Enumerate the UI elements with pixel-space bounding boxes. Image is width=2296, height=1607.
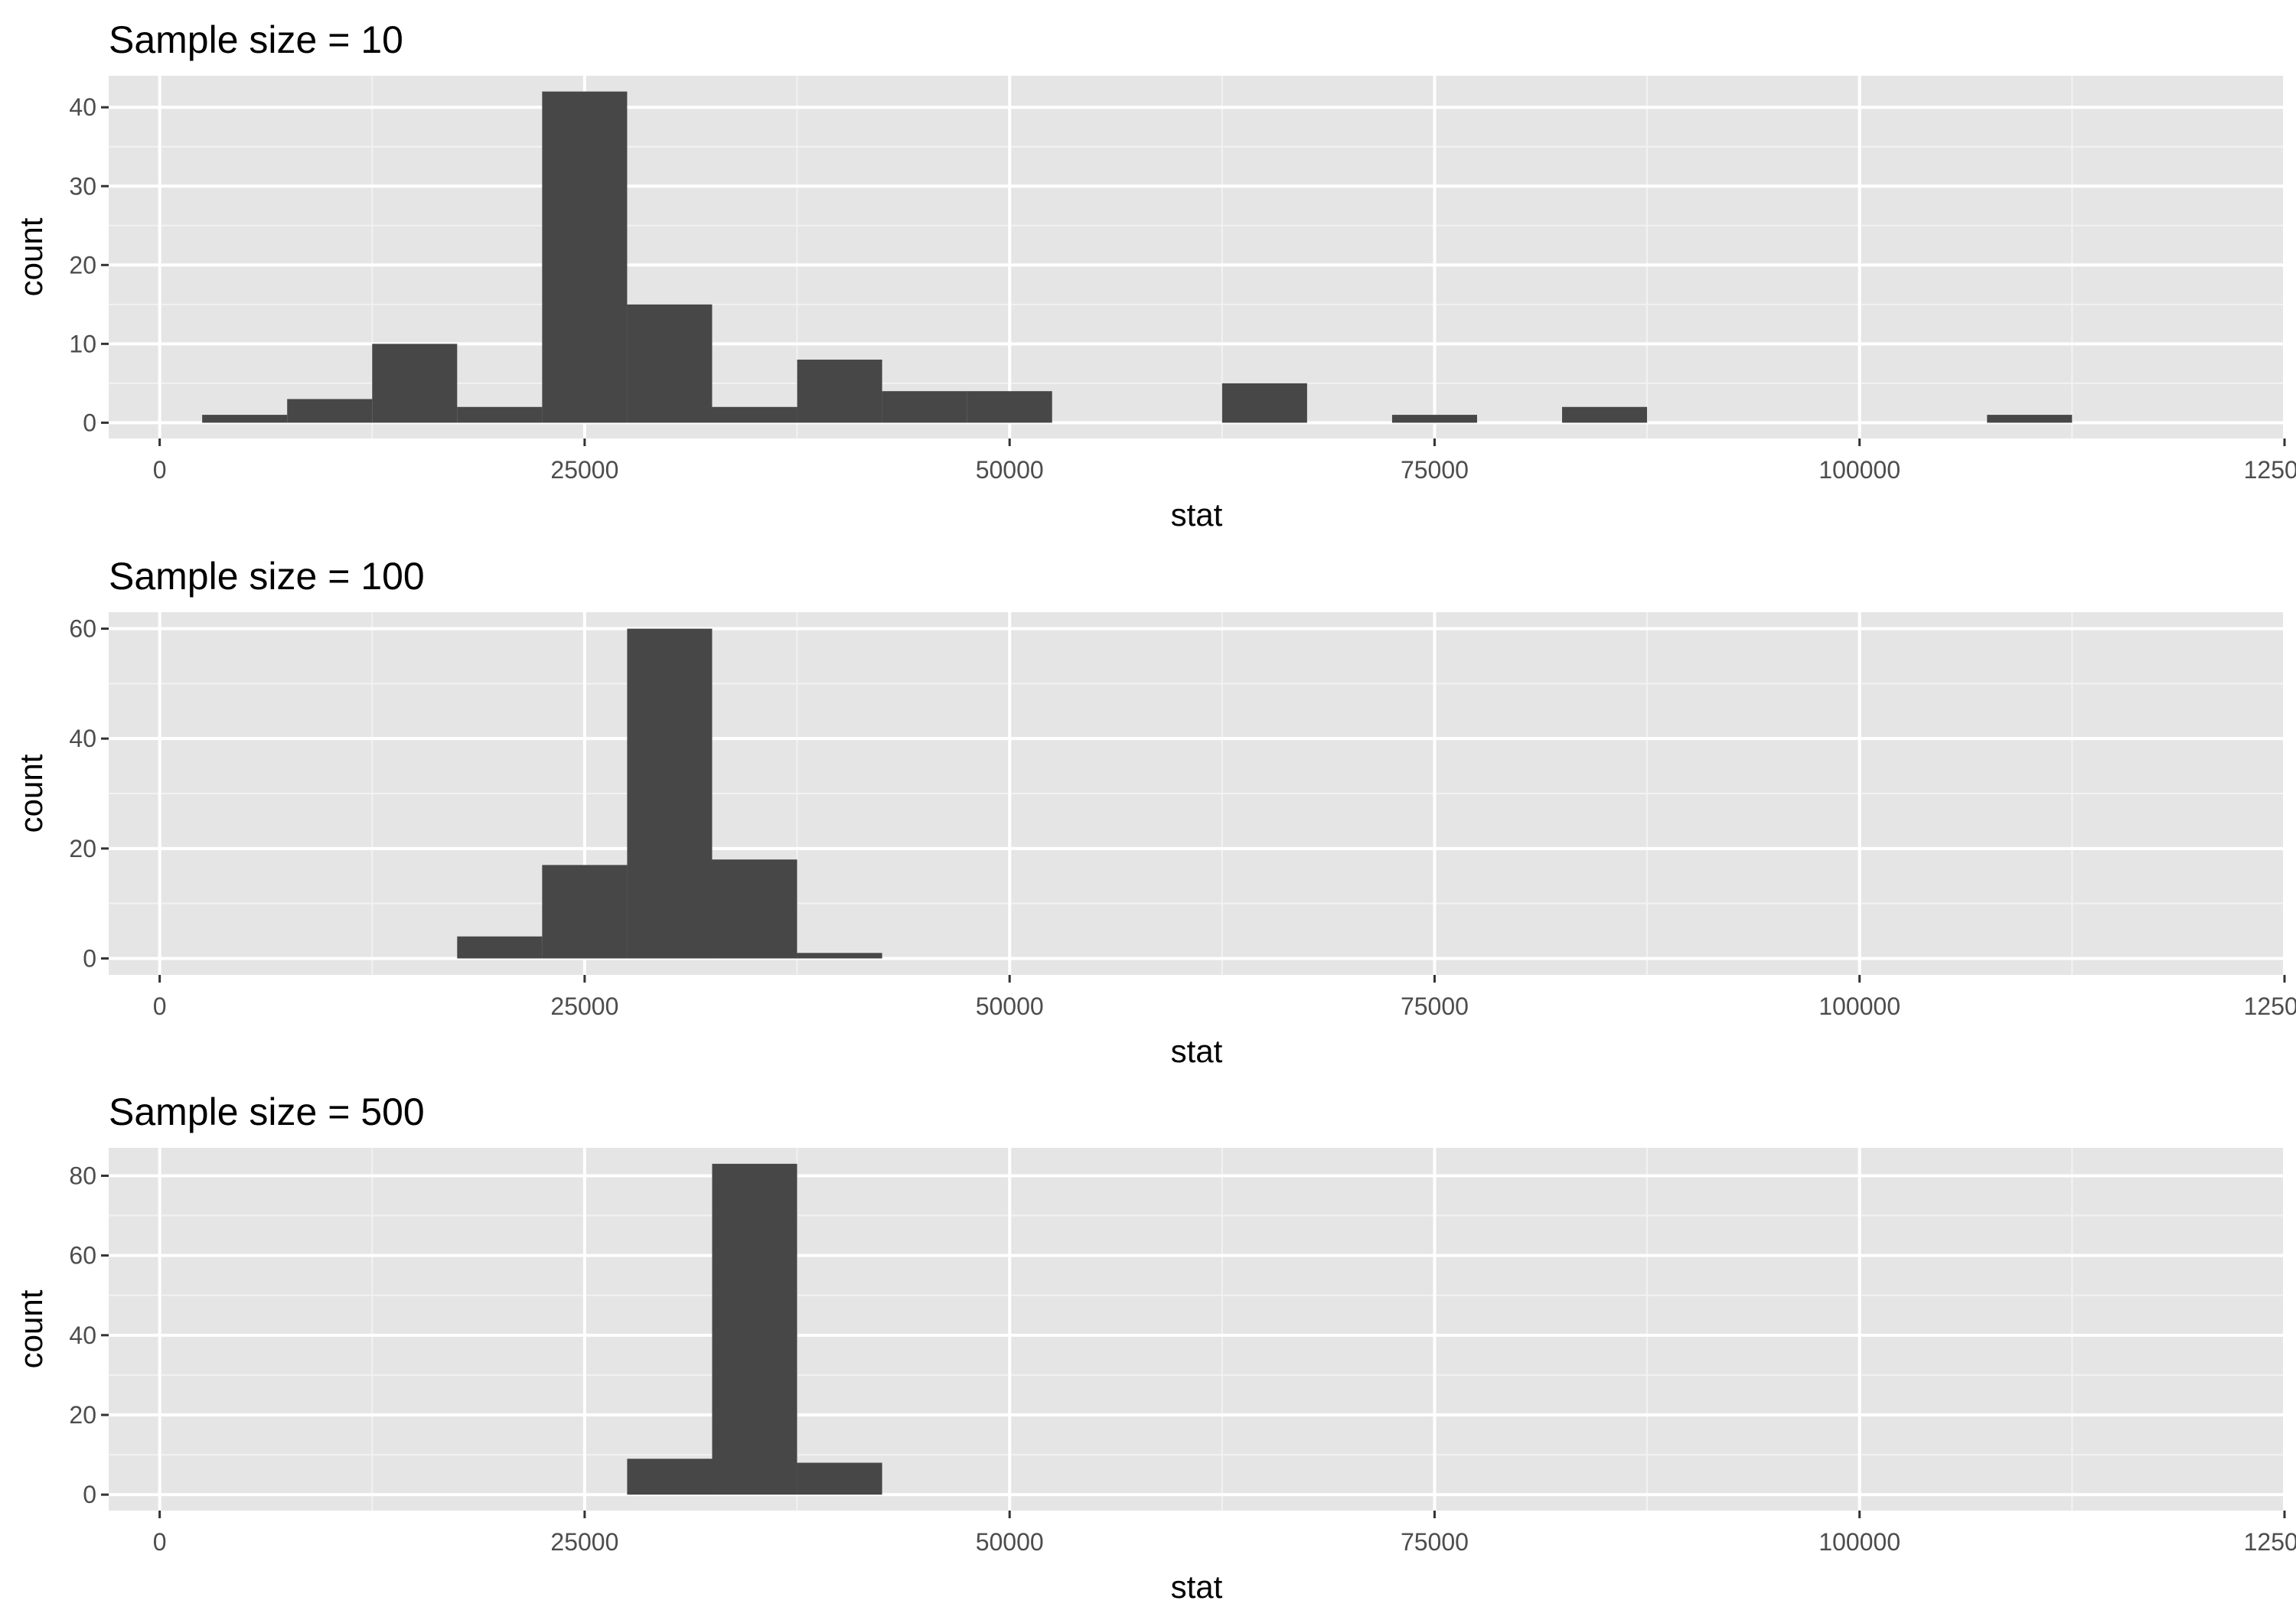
histogram-bar [712,1163,797,1495]
y-tick-label: 0 [83,1481,96,1508]
histogram-bar [457,936,543,959]
histogram-bar [882,391,967,423]
histogram-bar [797,953,882,959]
x-tick-label: 75000 [1401,1528,1469,1556]
histogram-bar [1391,415,1477,423]
x-tick-label: 0 [153,456,167,484]
y-axis-title: count [13,754,49,833]
y-tick-label: 10 [69,330,96,357]
panel-title: Sample size = 100 [109,555,425,598]
histogram-bar [542,865,628,959]
panel-title: Sample size = 10 [109,18,403,61]
y-tick-label: 60 [69,615,96,643]
histogram-bar [202,415,288,423]
histogram-bar [627,304,713,423]
x-tick-label: 125000 [2244,1528,2296,1556]
panel-title: Sample size = 500 [109,1090,425,1133]
y-tick-label: 40 [69,1322,96,1349]
x-tick-label: 25000 [550,1528,618,1556]
y-tick-label: 20 [69,1401,96,1429]
histogram-bar [287,399,373,423]
plot-background [109,1148,2285,1511]
x-tick-label: 100000 [1818,993,1900,1020]
x-axis-title: stat [1171,1033,1223,1069]
x-axis-title: stat [1171,1569,1223,1605]
histogram-bar [372,344,458,423]
x-tick-label: 125000 [2244,993,2296,1020]
y-tick-label: 30 [69,172,96,200]
y-tick-label: 40 [69,93,96,121]
y-tick-label: 0 [83,409,96,436]
x-tick-label: 125000 [2244,456,2296,484]
panel-2: Sample size = 100 0 20 40 60 0 25000 50000 75000… [13,555,2296,1069]
histogram-bar [627,1459,713,1495]
x-tick-label: 75000 [1401,456,1469,484]
y-tick-label: 60 [69,1242,96,1270]
y-axis-title: count [13,217,49,296]
histogram-bar [797,359,882,423]
histogram-bar [1562,406,1648,423]
x-tick-label: 50000 [976,1528,1044,1556]
x-tick-label: 100000 [1818,456,1900,484]
histogram-bar [457,406,543,423]
histogram-bar [1987,415,2073,423]
y-tick-label: 0 [83,944,96,972]
histogram-bar [1221,383,1307,423]
histogram-bar [967,391,1052,423]
x-tick-label: 0 [153,993,167,1020]
histogram-bar [712,859,797,959]
panel-3: Sample size = 500 0 20 40 60 80 0 25000 50000 750… [13,1090,2296,1605]
y-tick-label: 20 [69,835,96,862]
x-tick-label: 0 [153,1528,167,1556]
x-tick-label: 50000 [976,456,1044,484]
histogram-bar [542,91,628,423]
histogram-bar [712,406,797,423]
histogram-bar [627,628,713,959]
histogram-bar [797,1462,882,1495]
y-tick-label: 80 [69,1162,96,1189]
x-tick-label: 75000 [1401,993,1469,1020]
plot-background [109,76,2285,438]
x-tick-label: 25000 [550,993,618,1020]
x-tick-label: 50000 [976,993,1044,1020]
x-axis-title: stat [1171,497,1223,533]
panel-1: Sample size = 10 0 10 20 30 40 0 25000 50000 7500… [13,18,2296,533]
x-tick-label: 100000 [1818,1528,1900,1556]
x-tick-label: 25000 [550,456,618,484]
y-tick-label: 20 [69,251,96,279]
y-axis-title: count [13,1289,49,1368]
y-tick-label: 40 [69,725,96,752]
